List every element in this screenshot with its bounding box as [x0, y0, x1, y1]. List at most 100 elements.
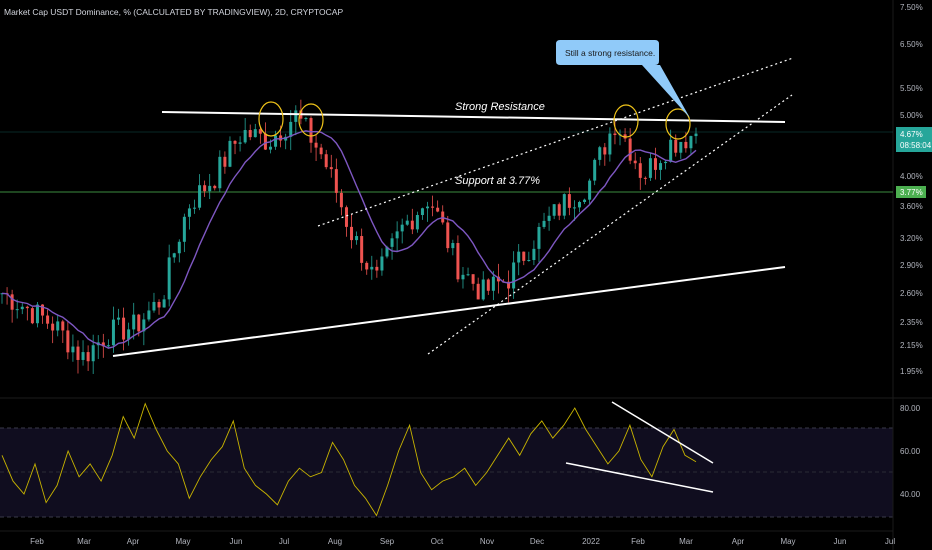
candle-body	[638, 163, 642, 178]
candle-body	[613, 133, 617, 136]
candle-body	[46, 315, 50, 324]
callout-text: Still a strong resistance.	[565, 48, 655, 58]
candle-body	[512, 262, 516, 289]
price-tick-label: 7.50%	[900, 3, 923, 12]
resistance-touch-circle	[665, 108, 691, 140]
candle-body	[111, 319, 115, 346]
candle-body	[157, 301, 161, 308]
candle-body	[203, 185, 207, 192]
candle-body	[258, 129, 262, 134]
rsi-tick-label: 80.00	[900, 404, 921, 413]
time-tick-label: 2022	[582, 537, 600, 546]
candle-body	[208, 185, 212, 192]
candle-body	[86, 352, 90, 362]
candle-body	[410, 220, 414, 230]
candle-body	[496, 276, 500, 282]
candle-body	[304, 118, 308, 120]
price-tick-label: 2.90%	[900, 261, 923, 270]
candle-body	[608, 133, 612, 155]
candle-body	[15, 309, 19, 311]
candle-body	[476, 283, 480, 300]
rsi-axis[interactable]: 80.00 60.00 40.00	[900, 404, 921, 499]
candle-body	[162, 299, 166, 308]
upper-channel-dotted-line[interactable]	[317, 57, 794, 227]
candle-body	[481, 279, 485, 300]
time-tick-label: Jul	[885, 537, 895, 546]
price-tick-label: 5.00%	[900, 111, 923, 120]
candle-body	[314, 142, 318, 148]
candle-body	[192, 207, 196, 209]
time-tick-label: Apr	[732, 537, 745, 546]
moving-average-line	[1, 130, 697, 349]
candle-body	[30, 308, 34, 324]
candle-body	[71, 346, 75, 353]
candle-body	[572, 207, 576, 209]
candle-body	[91, 345, 95, 362]
candle-body	[694, 133, 698, 137]
candle-body	[633, 160, 637, 164]
time-axis[interactable]: Feb Mar Apr May Jun Jul Aug Sep Oct Nov Dec 2022 Feb…	[30, 537, 895, 546]
candle-body	[532, 248, 536, 260]
candle-body	[350, 226, 354, 241]
candle-body	[20, 306, 24, 310]
resistance-touch-circle	[298, 103, 324, 137]
candle-body	[456, 243, 460, 280]
candle-body	[81, 352, 85, 360]
time-tick-label: May	[780, 537, 795, 546]
candle-body	[491, 276, 495, 291]
candle-body	[289, 121, 293, 137]
time-tick-label: Apr	[127, 537, 140, 546]
candle-body	[689, 136, 693, 149]
price-axis[interactable]: 7.50% 6.50% 5.50% 5.00% 4.00% 3.60% 3.20% 2.90%…	[900, 3, 923, 376]
candle-body	[61, 321, 65, 331]
resistance-trendline[interactable]	[161, 111, 786, 123]
time-tick-label: Nov	[480, 537, 494, 546]
candle-body	[187, 208, 191, 217]
price-tick-label: 4.00%	[900, 172, 923, 181]
current-price-value: 4.67%	[900, 130, 923, 139]
support-price-value: 3.77%	[900, 188, 923, 197]
candle-body	[360, 236, 364, 263]
candle-body	[557, 204, 561, 216]
candle-body	[147, 310, 151, 320]
candle-body	[233, 140, 237, 144]
candle-body	[684, 141, 688, 149]
candle-body	[319, 147, 323, 155]
price-tick-label: 6.50%	[900, 40, 923, 49]
candle-body	[446, 222, 450, 249]
candle-body	[674, 139, 678, 153]
candle-body	[547, 215, 551, 221]
bar-countdown: 08:58:04	[900, 141, 932, 150]
candle-body	[577, 202, 581, 208]
candle-body	[198, 185, 202, 208]
time-tick-label: Sep	[380, 537, 395, 546]
candle-body	[567, 194, 571, 208]
candle-body	[603, 147, 607, 155]
candle-body	[127, 329, 131, 340]
callout-bubble[interactable]: Still a strong resistance.	[556, 40, 690, 118]
time-tick-label: Mar	[77, 537, 91, 546]
candle-body	[117, 317, 121, 320]
candle-body	[679, 141, 683, 153]
candle-body	[380, 256, 384, 271]
time-tick-label: Aug	[328, 537, 342, 546]
rsi-lower-trendline[interactable]	[565, 462, 714, 493]
rsi-upper-trendline[interactable]	[611, 401, 714, 464]
candle-body	[248, 130, 252, 138]
candle-body	[10, 294, 14, 310]
lower-support-trendline[interactable]	[112, 266, 786, 357]
strong-resistance-label: Strong Resistance	[455, 101, 545, 113]
support-label: Support at 3.77%	[455, 175, 540, 187]
candle-body	[243, 130, 247, 143]
time-tick-label: Jul	[279, 537, 289, 546]
candle-body	[274, 135, 278, 147]
candle-body	[344, 207, 348, 227]
time-tick-label: Oct	[431, 537, 444, 546]
candle-body	[486, 279, 490, 291]
candle-body	[355, 236, 359, 241]
candle-body	[167, 257, 171, 300]
candle-body	[542, 220, 546, 227]
candle-body	[471, 274, 475, 284]
candle-body	[324, 154, 328, 168]
